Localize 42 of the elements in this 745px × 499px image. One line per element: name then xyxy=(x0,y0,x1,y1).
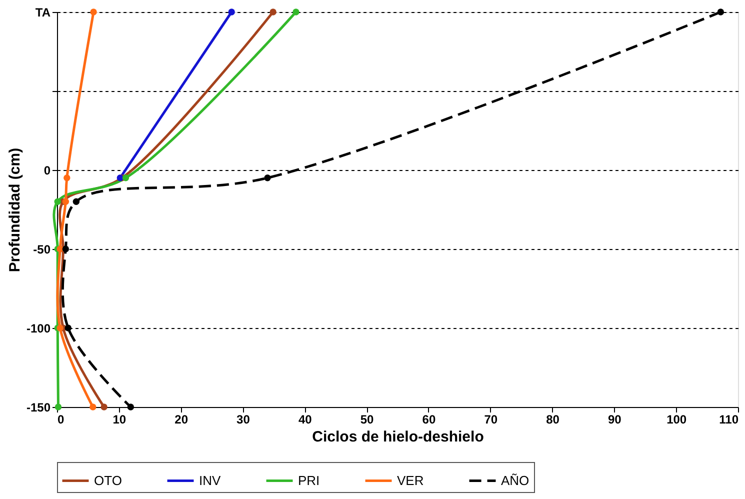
legend-label: VER xyxy=(397,472,424,488)
point xyxy=(64,174,70,182)
point xyxy=(122,174,130,182)
point xyxy=(127,404,134,410)
x-tick-label: 40 xyxy=(298,412,312,426)
point xyxy=(270,8,276,16)
point xyxy=(72,198,80,205)
point xyxy=(292,8,300,16)
point xyxy=(100,404,108,410)
point xyxy=(228,8,235,16)
y-axis-title: Profundidad (cm) xyxy=(6,148,24,272)
x-tick-label: 10 xyxy=(112,412,126,426)
x-tick-label: 60 xyxy=(422,412,436,426)
point xyxy=(64,324,72,332)
x-tick-label: 110 xyxy=(719,412,739,426)
point xyxy=(90,404,96,410)
point xyxy=(717,8,724,16)
legend-label: AÑO xyxy=(501,472,530,488)
y-tick-label: -100 xyxy=(26,322,51,336)
x-tick-label: 70 xyxy=(484,412,498,426)
x-axis-title: Ciclos de hielo-deshielo xyxy=(312,428,484,446)
x-tick-label: 90 xyxy=(608,412,622,426)
point xyxy=(62,198,70,205)
point xyxy=(54,404,62,410)
x-tick-label: 50 xyxy=(360,412,374,426)
y-tick-label: TA xyxy=(35,6,51,20)
y-tick-label: -50 xyxy=(33,242,51,256)
x-tick-label: 20 xyxy=(174,412,188,426)
x-tick-label: 100 xyxy=(666,412,687,426)
point xyxy=(54,198,61,205)
point xyxy=(264,174,271,182)
y-tick-label: -150 xyxy=(26,400,51,414)
x-tick-label: 0 xyxy=(58,412,64,426)
point xyxy=(62,246,70,252)
legend-label: OTO xyxy=(94,472,122,488)
x-tick-label: 30 xyxy=(236,412,250,426)
point xyxy=(56,324,64,332)
legend-label: INV xyxy=(199,472,221,488)
x-tick-label: 80 xyxy=(546,412,560,426)
point xyxy=(90,8,97,16)
y-tick-label: 0 xyxy=(44,164,51,178)
legend-label: PRI xyxy=(298,472,320,488)
